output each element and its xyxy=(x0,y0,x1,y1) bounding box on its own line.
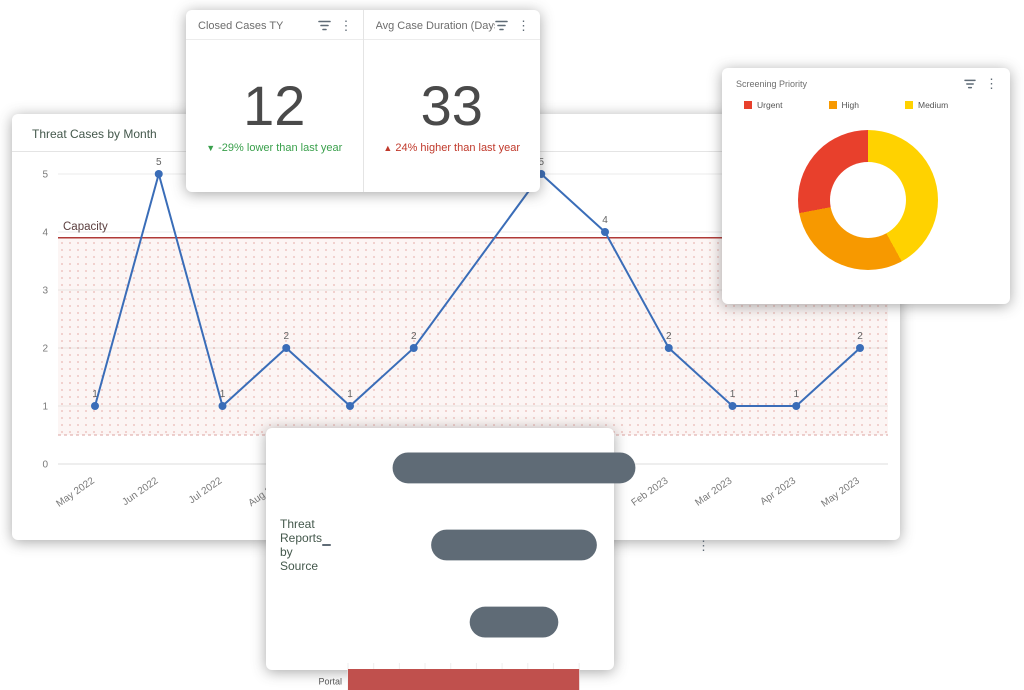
svg-text:2: 2 xyxy=(42,344,48,355)
svg-text:4: 4 xyxy=(602,215,608,226)
svg-text:1: 1 xyxy=(347,389,353,400)
legend-label: Urgent xyxy=(757,100,783,110)
closed-cases-body: 12 ▼ -29% lower than last year xyxy=(186,40,363,192)
closed-cases-actions: ⋮ xyxy=(317,18,353,33)
medium-swatch-icon xyxy=(905,101,913,109)
screening-title: Screening Priority xyxy=(736,78,808,89)
svg-text:May 2022: May 2022 xyxy=(54,475,97,509)
svg-text:5: 5 xyxy=(42,170,48,181)
svg-text:2: 2 xyxy=(857,331,863,342)
screening-legend: Urgent High Medium xyxy=(722,92,1010,110)
legend-item-medium[interactable]: Medium xyxy=(905,100,948,110)
avg-duration-delta: ▲ 24% higher than last year xyxy=(383,142,520,154)
legend-label: High xyxy=(841,100,859,110)
avg-duration-delta-text: 24% higher than last year xyxy=(395,142,521,154)
threat-reports-bar-chart[interactable]: 024681012141618PortalDirectHotline Agent… xyxy=(266,655,614,690)
threat-reports-card: Threat Reports by Source ⋮ 0246810121416… xyxy=(266,428,710,690)
screening-donut-chart[interactable] xyxy=(798,130,938,270)
svg-text:2: 2 xyxy=(666,331,672,342)
more-icon[interactable]: ⋮ xyxy=(985,76,998,91)
filter-icon[interactable] xyxy=(964,79,976,89)
more-icon[interactable]: ⋮ xyxy=(517,18,530,33)
svg-text:May 2023: May 2023 xyxy=(819,475,862,509)
svg-text:1: 1 xyxy=(730,389,736,400)
svg-text:Apr 2023: Apr 2023 xyxy=(758,475,798,508)
kpi-card: Closed Cases TY ⋮ 12 ▼ -29% lower than la… xyxy=(186,10,540,192)
screening-actions: ⋮ xyxy=(964,77,998,90)
threat-reports-title: Threat Reports by Source xyxy=(280,517,323,573)
urgent-swatch-icon xyxy=(744,101,752,109)
more-icon[interactable]: ⋮ xyxy=(697,537,711,553)
svg-text:5: 5 xyxy=(156,157,162,168)
closed-cases-header: Closed Cases TY ⋮ xyxy=(186,10,363,40)
avg-duration-value: 33 xyxy=(420,74,483,137)
svg-text:4: 4 xyxy=(42,228,48,239)
legend-item-urgent[interactable]: Urgent xyxy=(744,100,783,110)
svg-text:Jul 2022: Jul 2022 xyxy=(187,475,225,506)
svg-text:1: 1 xyxy=(42,402,48,413)
closed-cases-panel: Closed Cases TY ⋮ 12 ▼ -29% lower than la… xyxy=(186,10,363,192)
svg-text:Portal: Portal xyxy=(318,677,342,687)
svg-text:3: 3 xyxy=(42,286,48,297)
svg-text:0: 0 xyxy=(42,460,48,471)
svg-text:2: 2 xyxy=(411,331,417,342)
svg-text:Jun 2022: Jun 2022 xyxy=(120,475,160,508)
svg-text:Capacity: Capacity xyxy=(63,221,108,233)
threat-reports-actions: ⋮ xyxy=(322,439,710,651)
closed-cases-value: 12 xyxy=(243,74,306,137)
svg-text:1: 1 xyxy=(793,389,799,400)
threat-cases-title: Threat Cases by Month xyxy=(32,127,157,141)
avg-duration-header: Avg Case Duration (Days) ⋮ xyxy=(363,10,540,40)
legend-label: Medium xyxy=(918,100,949,110)
filter-icon[interactable] xyxy=(340,439,688,651)
svg-text:1: 1 xyxy=(92,389,98,400)
filter-icon[interactable] xyxy=(317,20,331,31)
screening-header: Screening Priority ⋮ xyxy=(722,68,1010,92)
more-icon[interactable]: ⋮ xyxy=(339,18,353,33)
avg-duration-actions: ⋮ xyxy=(495,19,530,32)
avg-duration-body: 33 ▲ 24% higher than last year xyxy=(364,40,541,192)
legend-item-high[interactable]: High xyxy=(828,100,859,110)
filter-icon[interactable] xyxy=(495,20,508,31)
trend-down-icon: ▼ xyxy=(206,143,216,153)
svg-text:5: 5 xyxy=(538,157,544,168)
donut-hole xyxy=(830,162,906,238)
closed-cases-title: Closed Cases TY xyxy=(198,19,284,32)
screening-priority-card: Screening Priority ⋮ Urgent High Medium xyxy=(722,68,1010,304)
trend-up-icon: ▲ xyxy=(383,143,393,153)
avg-duration-title: Avg Case Duration (Days) xyxy=(375,19,496,32)
closed-cases-delta: ▼ -29% lower than last year xyxy=(206,142,342,154)
svg-text:1: 1 xyxy=(220,389,226,400)
minimize-icon[interactable] xyxy=(322,543,332,547)
closed-cases-delta-text: -29% lower than last year xyxy=(218,142,343,154)
threat-reports-header: Threat Reports by Source ⋮ xyxy=(266,428,710,655)
high-swatch-icon xyxy=(828,101,837,109)
avg-duration-panel: Avg Case Duration (Days) ⋮ 33 ▲ 24% highe… xyxy=(362,10,541,192)
svg-text:2: 2 xyxy=(283,331,289,342)
